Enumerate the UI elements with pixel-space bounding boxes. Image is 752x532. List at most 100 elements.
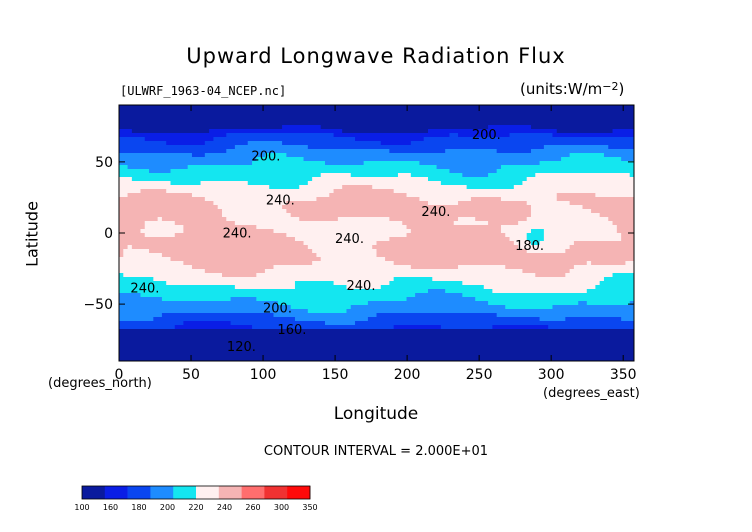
heatmap-cell bbox=[191, 225, 197, 230]
heatmap-cell bbox=[488, 113, 493, 118]
heatmap-cell bbox=[200, 105, 206, 110]
heatmap-cell bbox=[479, 189, 485, 194]
heatmap-cell bbox=[548, 193, 554, 198]
heatmap-cell bbox=[603, 113, 609, 118]
heatmap-cell bbox=[548, 205, 554, 210]
heatmap-cell bbox=[256, 241, 262, 246]
heatmap-cell bbox=[119, 253, 124, 258]
heatmap-cell bbox=[625, 217, 631, 222]
heatmap-cell bbox=[561, 201, 566, 206]
heatmap-cell bbox=[445, 121, 451, 126]
heatmap-cell bbox=[350, 253, 356, 258]
heatmap-cell bbox=[402, 181, 408, 186]
heatmap-cell bbox=[500, 161, 506, 166]
heatmap-cell bbox=[277, 237, 283, 242]
heatmap-cell bbox=[505, 225, 511, 230]
heatmap-cell bbox=[428, 261, 433, 266]
heatmap-cell bbox=[518, 197, 524, 202]
heatmap-cell bbox=[320, 221, 326, 226]
heatmap-cell bbox=[252, 241, 257, 246]
heatmap-cell bbox=[432, 153, 438, 158]
heatmap-cell bbox=[513, 201, 519, 206]
heatmap-cell bbox=[243, 229, 249, 234]
heatmap-cell bbox=[286, 189, 292, 194]
heatmap-cell bbox=[492, 197, 498, 202]
heatmap-cell bbox=[380, 237, 386, 242]
heatmap-cell bbox=[586, 145, 592, 150]
heatmap-cell bbox=[337, 157, 343, 162]
heatmap-cell bbox=[595, 241, 601, 246]
heatmap-cell bbox=[273, 117, 279, 122]
heatmap-cell bbox=[397, 261, 403, 266]
heatmap-cell bbox=[402, 185, 408, 190]
heatmap-cell bbox=[247, 197, 253, 202]
heatmap-cell bbox=[591, 245, 596, 250]
heatmap-cell bbox=[127, 161, 133, 166]
heatmap-cell bbox=[161, 129, 167, 134]
heatmap-cell bbox=[209, 249, 215, 254]
heatmap-cell bbox=[556, 245, 562, 250]
heatmap-cell bbox=[140, 249, 146, 254]
heatmap-cell bbox=[573, 177, 579, 182]
heatmap-cell bbox=[586, 193, 592, 198]
heatmap-cell bbox=[526, 229, 532, 234]
heatmap-cell bbox=[449, 229, 455, 234]
heatmap-cell bbox=[247, 177, 253, 182]
heatmap-cell bbox=[599, 205, 605, 210]
heatmap-cell bbox=[119, 189, 124, 194]
heatmap-cell bbox=[449, 117, 455, 122]
heatmap-cell bbox=[282, 181, 287, 186]
heatmap-cell bbox=[256, 189, 262, 194]
heatmap-cell bbox=[359, 201, 365, 206]
heatmap-cell bbox=[252, 121, 257, 126]
heatmap-cell bbox=[496, 265, 502, 270]
heatmap-cell bbox=[531, 137, 536, 142]
heatmap-cell bbox=[222, 245, 227, 250]
heatmap-cell bbox=[629, 265, 634, 270]
heatmap-cell bbox=[303, 269, 309, 274]
heatmap-cell bbox=[320, 257, 326, 262]
heatmap-cell bbox=[226, 185, 232, 190]
heatmap-cell bbox=[556, 237, 562, 242]
heatmap-cell bbox=[187, 201, 193, 206]
heatmap-cell bbox=[157, 245, 163, 250]
heatmap-cell bbox=[548, 261, 554, 266]
heatmap-cell bbox=[612, 141, 618, 146]
heatmap-cell bbox=[616, 217, 622, 222]
heatmap-cell bbox=[342, 121, 348, 126]
heatmap-cell bbox=[213, 233, 219, 238]
heatmap-cell bbox=[470, 169, 476, 174]
heatmap-cell bbox=[200, 149, 206, 154]
heatmap-cell bbox=[170, 261, 176, 266]
heatmap-cell bbox=[599, 257, 605, 262]
heatmap-cell bbox=[294, 221, 300, 226]
heatmap-cell bbox=[603, 157, 609, 162]
heatmap-cell bbox=[458, 125, 463, 130]
heatmap-cell bbox=[389, 173, 395, 178]
heatmap-cell bbox=[483, 213, 489, 218]
heatmap-cell bbox=[569, 201, 575, 206]
heatmap-cell bbox=[548, 105, 554, 110]
heatmap-cell bbox=[500, 105, 506, 110]
heatmap-cell bbox=[264, 213, 270, 218]
heatmap-cell bbox=[608, 197, 614, 202]
heatmap-cell bbox=[144, 193, 150, 198]
heatmap-cell bbox=[191, 193, 197, 198]
heatmap-cell bbox=[161, 265, 167, 270]
heatmap-cell bbox=[539, 229, 545, 234]
heatmap-cell bbox=[513, 133, 519, 138]
heatmap-cell bbox=[432, 129, 438, 134]
heatmap-cell bbox=[591, 137, 596, 142]
heatmap-cell bbox=[603, 193, 609, 198]
heatmap-cell bbox=[123, 253, 129, 258]
heatmap-cell bbox=[230, 137, 236, 142]
heatmap-cell bbox=[307, 141, 313, 146]
heatmap-cell bbox=[149, 109, 154, 114]
heatmap-cell bbox=[569, 149, 575, 154]
heatmap-cell bbox=[552, 169, 558, 174]
heatmap-cell bbox=[393, 253, 399, 258]
heatmap-cell bbox=[423, 133, 429, 138]
heatmap-cell bbox=[389, 141, 395, 146]
heatmap-cell bbox=[286, 237, 292, 242]
heatmap-cell bbox=[307, 157, 313, 162]
